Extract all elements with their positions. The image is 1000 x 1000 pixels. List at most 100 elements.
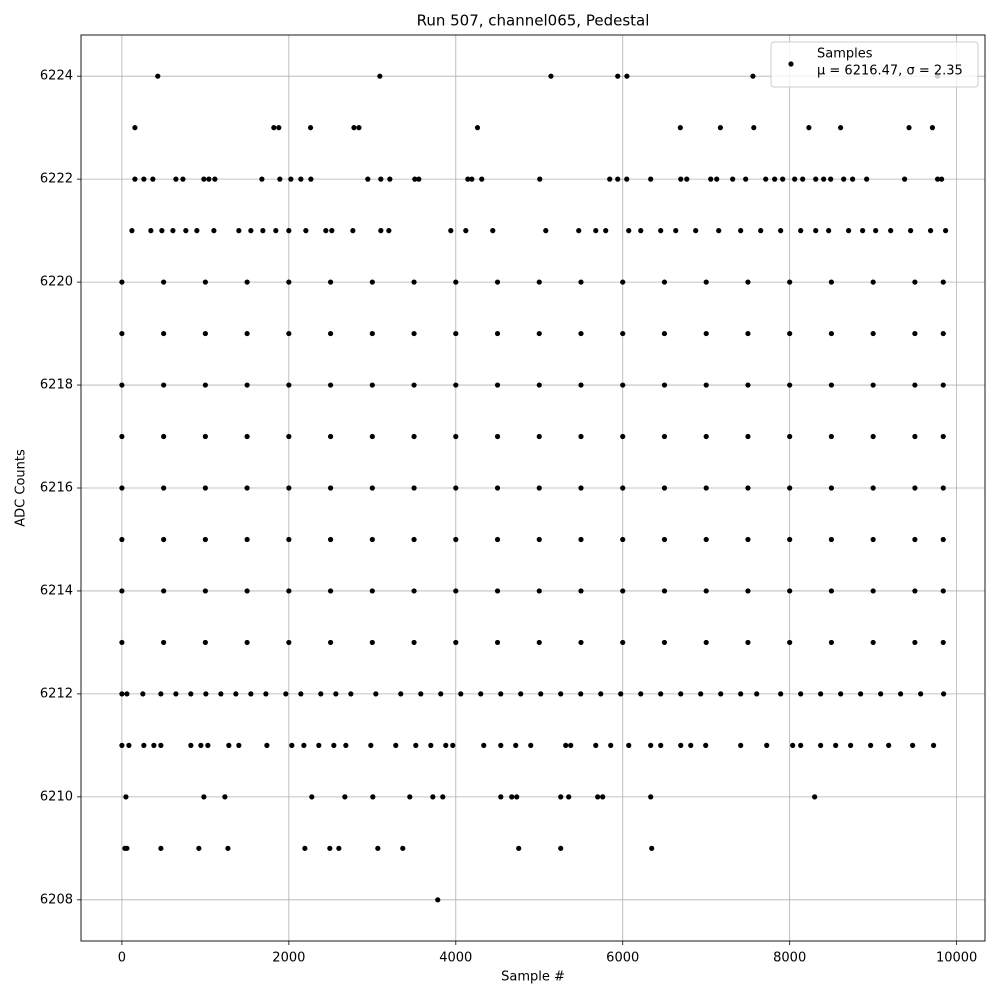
sample-point [411, 279, 417, 285]
sample-point [248, 691, 254, 697]
sample-point [151, 742, 157, 748]
sample-point [411, 588, 417, 594]
sample-point [934, 176, 941, 182]
sample-point [578, 382, 584, 388]
sample-point [494, 433, 501, 440]
sample-point [498, 794, 504, 800]
x-tick-label: 0 [118, 951, 126, 966]
sample-point [826, 228, 832, 234]
sample-point [858, 691, 864, 697]
sample-point [620, 382, 626, 388]
sample-point [180, 176, 186, 182]
sample-point [327, 279, 334, 285]
sample-point [236, 228, 242, 234]
sample-point [448, 228, 454, 234]
sample-point [578, 639, 584, 646]
sample-point [730, 176, 736, 182]
sample-point [244, 485, 250, 491]
sample-point [356, 125, 362, 131]
sample-point [818, 691, 824, 697]
sample-point [940, 691, 947, 697]
sample-point [286, 330, 292, 337]
sample-point [607, 176, 613, 182]
sample-point [787, 382, 793, 388]
sample-point [620, 330, 626, 337]
sample-point [286, 588, 292, 594]
sample-point [868, 742, 874, 748]
sample-point [286, 382, 292, 388]
sample-point [244, 330, 250, 337]
sample-point [548, 73, 554, 79]
y-tick-label: 6216 [40, 481, 73, 496]
sample-point [440, 794, 446, 800]
sample-point [828, 639, 835, 646]
sample-point [494, 639, 501, 646]
sample-point [578, 433, 584, 440]
sample-point [745, 536, 751, 543]
sample-point [327, 588, 334, 594]
sample-point [302, 845, 308, 851]
sample-point [638, 228, 644, 234]
sample-point [558, 794, 564, 800]
sample-point [159, 228, 165, 234]
sample-point [273, 228, 279, 234]
sample-point [369, 639, 375, 646]
sample-point [658, 691, 664, 697]
sample-point [543, 228, 549, 234]
sample-point [119, 588, 125, 594]
sample-point [792, 176, 798, 182]
sample-point [716, 228, 722, 234]
sample-point [536, 433, 542, 440]
sample-point [286, 228, 292, 234]
x-tick-label: 10000 [936, 951, 977, 966]
sample-point [751, 125, 757, 131]
sample-point [558, 845, 564, 851]
sample-point [398, 691, 404, 697]
sample-point [912, 485, 918, 491]
sample-point [411, 382, 417, 388]
y-tick-label: 6220 [40, 275, 73, 290]
sample-point [202, 382, 208, 388]
sample-point [703, 433, 709, 440]
sample-point [158, 691, 164, 697]
sample-point [778, 228, 784, 234]
y-axis-label: ADC Counts [14, 449, 29, 527]
sample-point [309, 794, 315, 800]
sample-point [286, 279, 292, 285]
sample-point [141, 176, 147, 182]
sample-point [787, 485, 793, 491]
sample-point [738, 691, 744, 697]
sample-point [368, 742, 374, 748]
sample-point [264, 742, 270, 748]
sample-point [578, 691, 584, 697]
x-tick-label: 4000 [439, 951, 472, 966]
sample-point [940, 588, 946, 594]
sample-point [620, 536, 626, 543]
sample-point [498, 691, 504, 697]
sample-point [494, 485, 501, 491]
sample-point [289, 742, 295, 748]
sample-point [908, 228, 914, 234]
sample-point [620, 485, 626, 491]
sample-point [764, 742, 770, 748]
sample-point [244, 382, 250, 388]
sample-point [453, 279, 459, 285]
sample-point [416, 176, 422, 182]
sample-point [286, 485, 292, 491]
sample-point [158, 742, 164, 748]
sample-point [537, 176, 543, 182]
sample-point [536, 382, 542, 388]
sample-point [183, 228, 189, 234]
sample-point [161, 433, 167, 440]
sample-point [494, 588, 501, 594]
sample-point [469, 176, 475, 182]
sample-point [161, 639, 167, 646]
sample-point [940, 330, 946, 337]
sample-point [201, 794, 207, 800]
sample-point [828, 176, 834, 182]
sample-point [244, 588, 250, 594]
sample-point [898, 691, 904, 697]
sample-point [132, 125, 138, 131]
sample-point [620, 279, 626, 285]
